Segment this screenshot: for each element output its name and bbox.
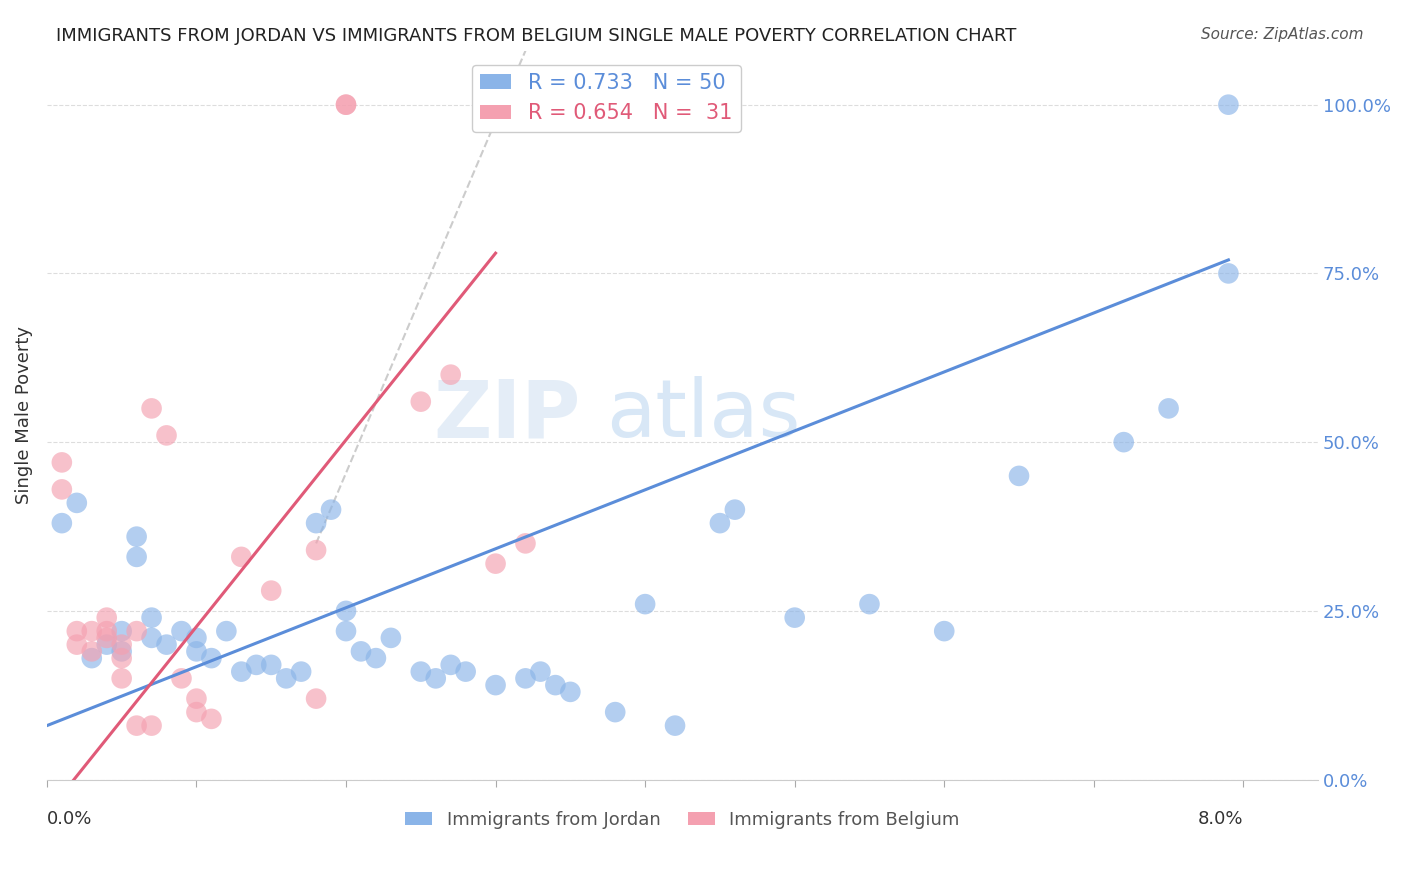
Point [245,657,267,672]
Point [200,651,222,665]
Point [783,610,806,624]
Point [664,718,686,732]
Point [170,672,193,686]
Point [1218,97,1240,112]
Point [200,712,222,726]
Text: Source: ZipAtlas.com: Source: ZipAtlas.com [1201,27,1364,42]
Point [186,705,208,719]
Point [515,536,537,550]
Point [409,394,432,409]
Point [96,610,118,624]
Text: IMMIGRANTS FROM JORDAN VS IMMIGRANTS FROM BELGIUM SINGLE MALE POVERTY CORRELATIO: IMMIGRANTS FROM JORDAN VS IMMIGRANTS FRO… [56,27,1017,45]
Point [155,638,177,652]
Point [141,631,163,645]
Point [440,657,463,672]
Point [305,691,328,706]
Point [634,597,657,611]
Y-axis label: Single Male Poverty: Single Male Poverty [15,326,32,504]
Point [66,624,89,639]
Point [290,665,312,679]
Point [215,624,238,639]
Point [111,638,134,652]
Point [454,665,477,679]
Point [544,678,567,692]
Point [111,672,134,686]
Point [709,516,731,530]
Point [335,97,357,112]
Point [934,624,956,639]
Point [484,678,506,692]
Point [409,665,432,679]
Point [276,672,298,686]
Point [1157,401,1180,416]
Point [1112,435,1135,450]
Point [425,672,447,686]
Point [260,583,283,598]
Text: ZIP: ZIP [433,376,581,454]
Text: 0.0%: 0.0% [46,810,93,828]
Point [1218,267,1240,281]
Point [186,644,208,658]
Point [125,530,148,544]
Point [111,624,134,639]
Point [440,368,463,382]
Point [529,665,551,679]
Point [80,651,103,665]
Point [170,624,193,639]
Point [605,705,627,719]
Point [66,638,89,652]
Point [319,502,342,516]
Point [335,97,357,112]
Point [515,672,537,686]
Point [80,624,103,639]
Point [1008,469,1031,483]
Point [125,718,148,732]
Point [125,549,148,564]
Point [141,401,163,416]
Text: atlas: atlas [606,376,800,454]
Point [186,631,208,645]
Point [80,644,103,658]
Point [858,597,880,611]
Point [141,610,163,624]
Point [305,543,328,558]
Legend: Immigrants from Jordan, Immigrants from Belgium: Immigrants from Jordan, Immigrants from … [398,804,967,836]
Point [51,483,73,497]
Point [484,557,506,571]
Point [66,496,89,510]
Point [335,624,357,639]
Point [231,665,253,679]
Point [155,428,177,442]
Point [305,516,328,530]
Point [380,631,402,645]
Point [51,516,73,530]
Point [335,604,357,618]
Point [350,644,373,658]
Text: 8.0%: 8.0% [1198,810,1243,828]
Point [560,685,582,699]
Point [111,651,134,665]
Point [96,624,118,639]
Point [724,502,747,516]
Point [111,644,134,658]
Point [231,549,253,564]
Point [96,638,118,652]
Point [260,657,283,672]
Point [125,624,148,639]
Point [96,631,118,645]
Point [364,651,387,665]
Point [141,718,163,732]
Point [51,455,73,469]
Point [186,691,208,706]
